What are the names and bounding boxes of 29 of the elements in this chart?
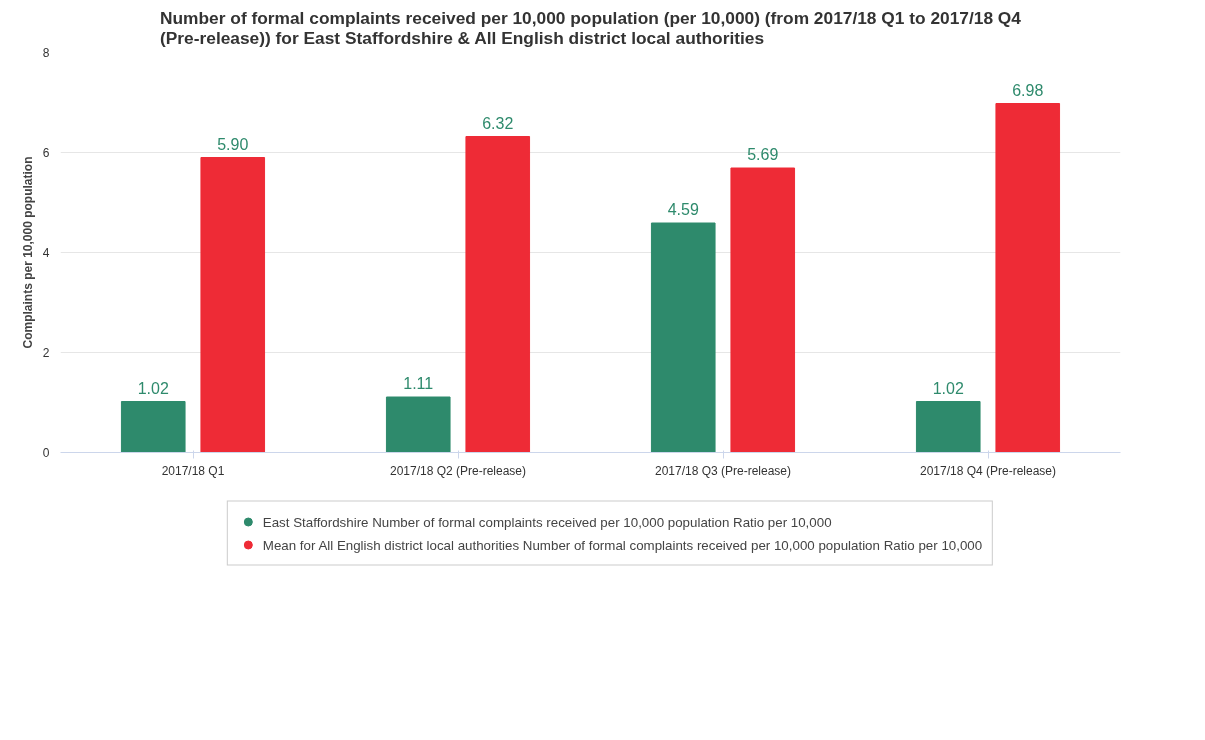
data-label: 6.98 [1012, 81, 1044, 99]
y-tick-label: 4 [42, 246, 50, 260]
bar [465, 136, 531, 453]
y-tick-label: 6 [42, 146, 50, 160]
data-label: 1.02 [932, 379, 964, 397]
data-label: 1.02 [137, 379, 169, 397]
data-label: 5.69 [747, 146, 779, 163]
y-tick-label: 8 [42, 46, 50, 60]
x-tick-label: 2017/18 Q3 (Pre-release) [654, 463, 792, 478]
data-label: 6.32 [482, 114, 514, 132]
bar [995, 103, 1061, 453]
y-tick-label: 2 [42, 346, 50, 360]
bar [915, 401, 981, 453]
y-axis-title: Complaints per 10,000 population [20, 156, 35, 349]
x-tick-label: 2017/18 Q2 (Pre-release) [389, 463, 527, 478]
bar [650, 222, 716, 453]
bar [730, 167, 796, 453]
x-tick-label: 2017/18 Q1 [161, 463, 225, 478]
data-label: 5.90 [217, 135, 249, 153]
bar [385, 396, 451, 453]
data-label: 4.59 [667, 201, 699, 218]
legend-label: Mean for All English district local authorities Number of formal complaints received per 10,000 population Ratio per 10,000 [262, 537, 983, 552]
x-tick-label: 2017/18 Q4 (Pre-release) [919, 463, 1057, 478]
bar [120, 401, 186, 453]
bar [200, 157, 266, 453]
y-tick-label: 0 [42, 446, 50, 460]
data-label: 1.11 [403, 375, 434, 392]
chart-title: Number of formal complaints received per 10,000 population (per 10,000) (from 2017/18 Q1 to 2017/18 Q4 (Pre-release)) for East Staffordshire & All English district local authorities [160, 7, 1022, 48]
legend-label: East Staffordshire Number of formal complaints received per 10,000 population Ratio per 10,000 [262, 514, 832, 529]
